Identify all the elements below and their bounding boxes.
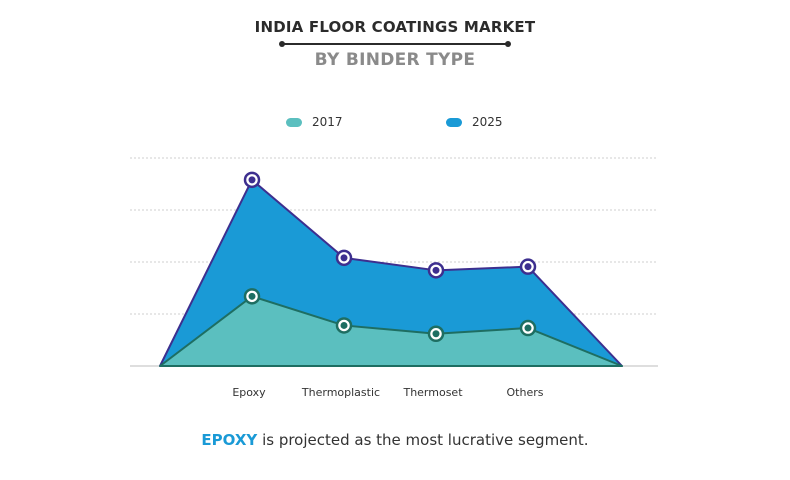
- point-core-2025-thermoplastic: [340, 254, 348, 262]
- x-tick-label: Thermoset: [402, 386, 463, 399]
- point-core-2017-thermoset: [432, 330, 440, 338]
- legend-item-2017: 2017: [286, 115, 343, 129]
- x-tick-label: Epoxy: [232, 386, 266, 399]
- chart-legend: 2017 2025: [0, 115, 790, 133]
- x-tick-label: Others: [507, 386, 544, 399]
- footer-highlight: EPOXY: [201, 431, 258, 449]
- point-core-2025-thermoset: [432, 266, 440, 274]
- footer-text: is projected as the most lucrative segme…: [257, 431, 589, 449]
- legend-item-2025: 2025: [446, 115, 503, 129]
- point-core-2017-thermoplastic: [340, 321, 348, 329]
- x-tick-label: Thermoplastic: [301, 386, 380, 399]
- chart-subtitle: BY BINDER TYPE: [314, 50, 476, 70]
- legend-label-2017: 2017: [312, 115, 343, 129]
- point-core-2025-epoxy: [248, 176, 256, 184]
- legend-label-2025: 2025: [472, 115, 503, 129]
- point-core-2017-others: [524, 324, 532, 332]
- legend-swatch-2017: [286, 117, 302, 127]
- legend-swatch-2025: [446, 117, 462, 127]
- chart-title: INDIA FLOOR COATINGS MARKET: [254, 18, 536, 36]
- footer-caption: EPOXY is projected as the most lucrative…: [0, 431, 790, 449]
- point-core-2025-others: [524, 263, 532, 271]
- point-core-2017-epoxy: [248, 292, 256, 300]
- title-underline: [279, 41, 511, 47]
